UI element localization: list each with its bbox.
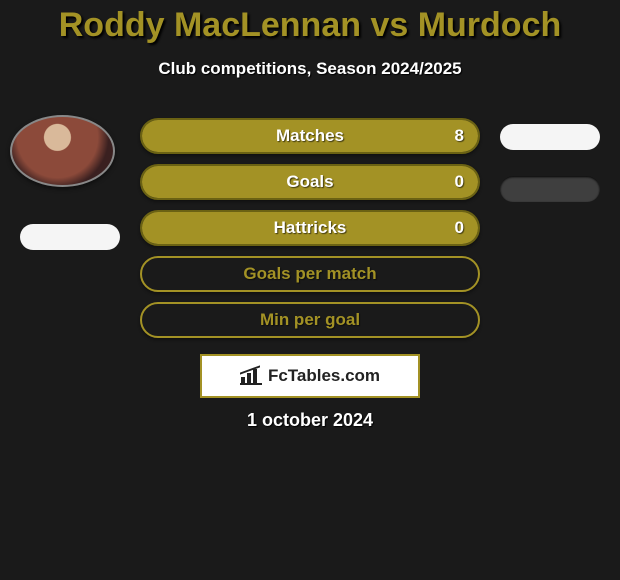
bar-matches: Matches 8: [140, 118, 480, 154]
date-caption: 1 october 2024: [0, 410, 620, 431]
bar-hattricks-label: Hattricks: [274, 218, 347, 238]
bar-goals-per-match-label: Goals per match: [243, 264, 376, 284]
player-stat-pill-right-goals: [500, 176, 600, 202]
bar-goals: Goals 0: [140, 164, 480, 200]
bar-goals-per-match: Goals per match: [140, 256, 480, 292]
page-title: Roddy MacLennan vs Murdoch: [0, 6, 620, 45]
bar-goals-value: 0: [455, 166, 464, 198]
brand-text: FcTables.com: [268, 366, 380, 386]
bar-hattricks-value: 0: [455, 212, 464, 244]
bar-goals-label: Goals: [286, 172, 333, 192]
bar-min-per-goal-label: Min per goal: [260, 310, 360, 330]
comparison-card: Roddy MacLennan vs Murdoch Club competit…: [0, 0, 620, 580]
bar-hattricks: Hattricks 0: [140, 210, 480, 246]
chart-icon: [240, 367, 262, 385]
avatar-image: [10, 115, 115, 187]
player-stat-pill-left: [20, 224, 120, 250]
stat-bars: Matches 8 Goals 0 Hattricks 0 Goals per …: [140, 118, 480, 348]
player-avatar-left: [10, 106, 115, 196]
brand-link[interactable]: FcTables.com: [200, 354, 420, 398]
bar-matches-label: Matches: [276, 126, 344, 146]
bar-matches-value: 8: [455, 120, 464, 152]
subtitle: Club competitions, Season 2024/2025: [0, 59, 620, 79]
player-stat-pill-right-matches: [500, 124, 600, 150]
bar-min-per-goal: Min per goal: [140, 302, 480, 338]
